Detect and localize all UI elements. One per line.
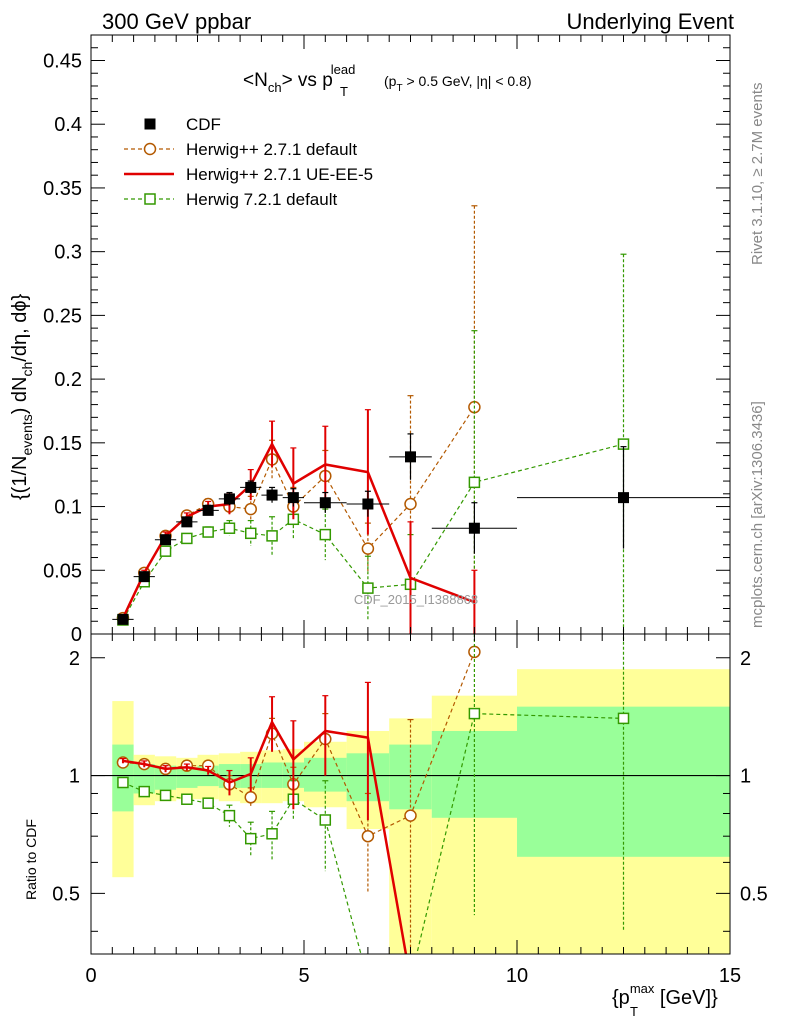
rivet-label: Rivet 3.1.10, ≥ 2.7M events [749,83,766,266]
ratio-tick-label: 2 [69,648,80,670]
data-point [138,571,150,583]
data-point [319,814,332,826]
x-tick-label: 0 [85,965,96,987]
data-point [618,492,629,504]
data-point [266,828,278,840]
ratio-tick-label: 2 [740,648,751,670]
data-point [468,522,480,534]
x-axis-label-sub: T [630,1004,638,1019]
chart-title-sub: T [340,84,348,99]
data-point [468,707,481,720]
header-left: 300 GeV ppbar [102,9,251,34]
legend-swatch-marker [144,193,156,205]
analysis-watermark: CDF_2015_I1388868 [354,592,478,607]
y-tick-label: 0.15 [43,433,82,455]
data-point [159,789,172,802]
data-point [117,776,129,789]
legend-swatch-marker [144,118,156,130]
x-tick-label: 10 [506,965,528,987]
data-point [363,975,373,985]
data-point [404,497,417,511]
y-tick-label: 0.25 [43,305,82,327]
data-point [181,532,193,545]
ratio-tick-label: 1 [69,766,80,788]
ratio-tick-label: 0.5 [52,883,80,905]
x-tick-label: 5 [298,965,309,987]
data-point [244,791,257,804]
legend-label: Herwig 7.2.1 default [186,190,337,209]
y-tick-label: 0.2 [54,369,82,391]
band-inner [176,767,198,788]
y-tick-label: 0.35 [43,178,82,200]
data-point [202,526,214,538]
ratio-axis-label: Ratio to CDF [23,819,39,900]
chart-title: <Nch> vs plead [243,62,355,95]
mcplots-label: mcplots.cern.ch [arXiv:1306.3436] [749,401,766,628]
legend-swatch-marker [143,142,157,156]
y-tick-label: 0.05 [43,560,82,582]
series-line [122,406,475,619]
data-point [287,492,299,504]
data-point [181,516,193,528]
legend-item: Herwig++ 2.7.1 UE-EE-5 [124,165,373,184]
data-point [223,493,235,505]
legend-item: CDF [144,115,221,134]
legend-item: Herwig++ 2.7.1 default [124,140,357,159]
data-point [160,534,172,546]
y-tick-label: 0 [71,624,82,646]
data-point [468,476,481,489]
data-point [266,489,278,501]
data-point [319,528,332,541]
legend-label: Herwig++ 2.7.1 default [186,140,357,159]
data-point [617,712,630,725]
data-point [245,832,257,845]
data-point [406,975,416,985]
legend: CDF Herwig++ 2.7.1 default Herwig++ 2.7.1 … [124,115,373,209]
data-point [245,481,257,493]
data-point [405,451,416,463]
data-point [244,502,257,516]
data-point [223,522,236,534]
y-tick-label: 0.45 [43,50,82,72]
ratio-panel [91,634,730,985]
chart-title-cut: (pT > 0.5 GeV, |η| < 0.8) [384,73,532,94]
x-tick-label: 15 [719,965,741,987]
data-point [362,582,374,594]
y-tick-label: 0.3 [54,242,82,264]
data-point [266,530,278,542]
data-point [202,797,214,809]
y-tick-label: 0.1 [54,497,82,519]
y-axis-label: {(1/Nevents) dNch/dη, dϕ} [9,293,35,500]
data-point [138,785,150,798]
main-axes: 0 0.05 0.1 0.15 0.2 0.25 0.3 0.35 0.4 0.45 [43,34,731,646]
data-point [361,829,375,843]
main-panel [112,205,730,634]
data-point [319,497,331,509]
data-point [159,545,172,557]
y-tick-label: 0.4 [54,114,82,136]
ratio-bands [112,669,730,954]
data-point [181,793,193,805]
data-point [361,542,375,555]
legend-label: Herwig++ 2.7.1 UE-EE-5 [186,165,373,184]
legend-label: CDF [186,115,221,134]
ratio-tick-label: 0.5 [740,883,768,905]
data-point [362,498,374,510]
header-right: Underlying Event [566,9,734,34]
data-point [223,809,236,822]
x-axis-label: {pmax [GeV]} [612,981,718,1009]
data-point [117,613,129,625]
series-line [122,712,624,954]
series-line [122,719,408,954]
ratio-tick-label: 1 [740,766,751,788]
data-point [202,504,214,516]
ratio-axes: 0 5 10 15 0.5 0.5 1 1 2 2 [52,634,768,987]
data-point [404,809,417,822]
data-point [245,527,257,540]
legend-item: Herwig 7.2.1 default [124,190,337,209]
